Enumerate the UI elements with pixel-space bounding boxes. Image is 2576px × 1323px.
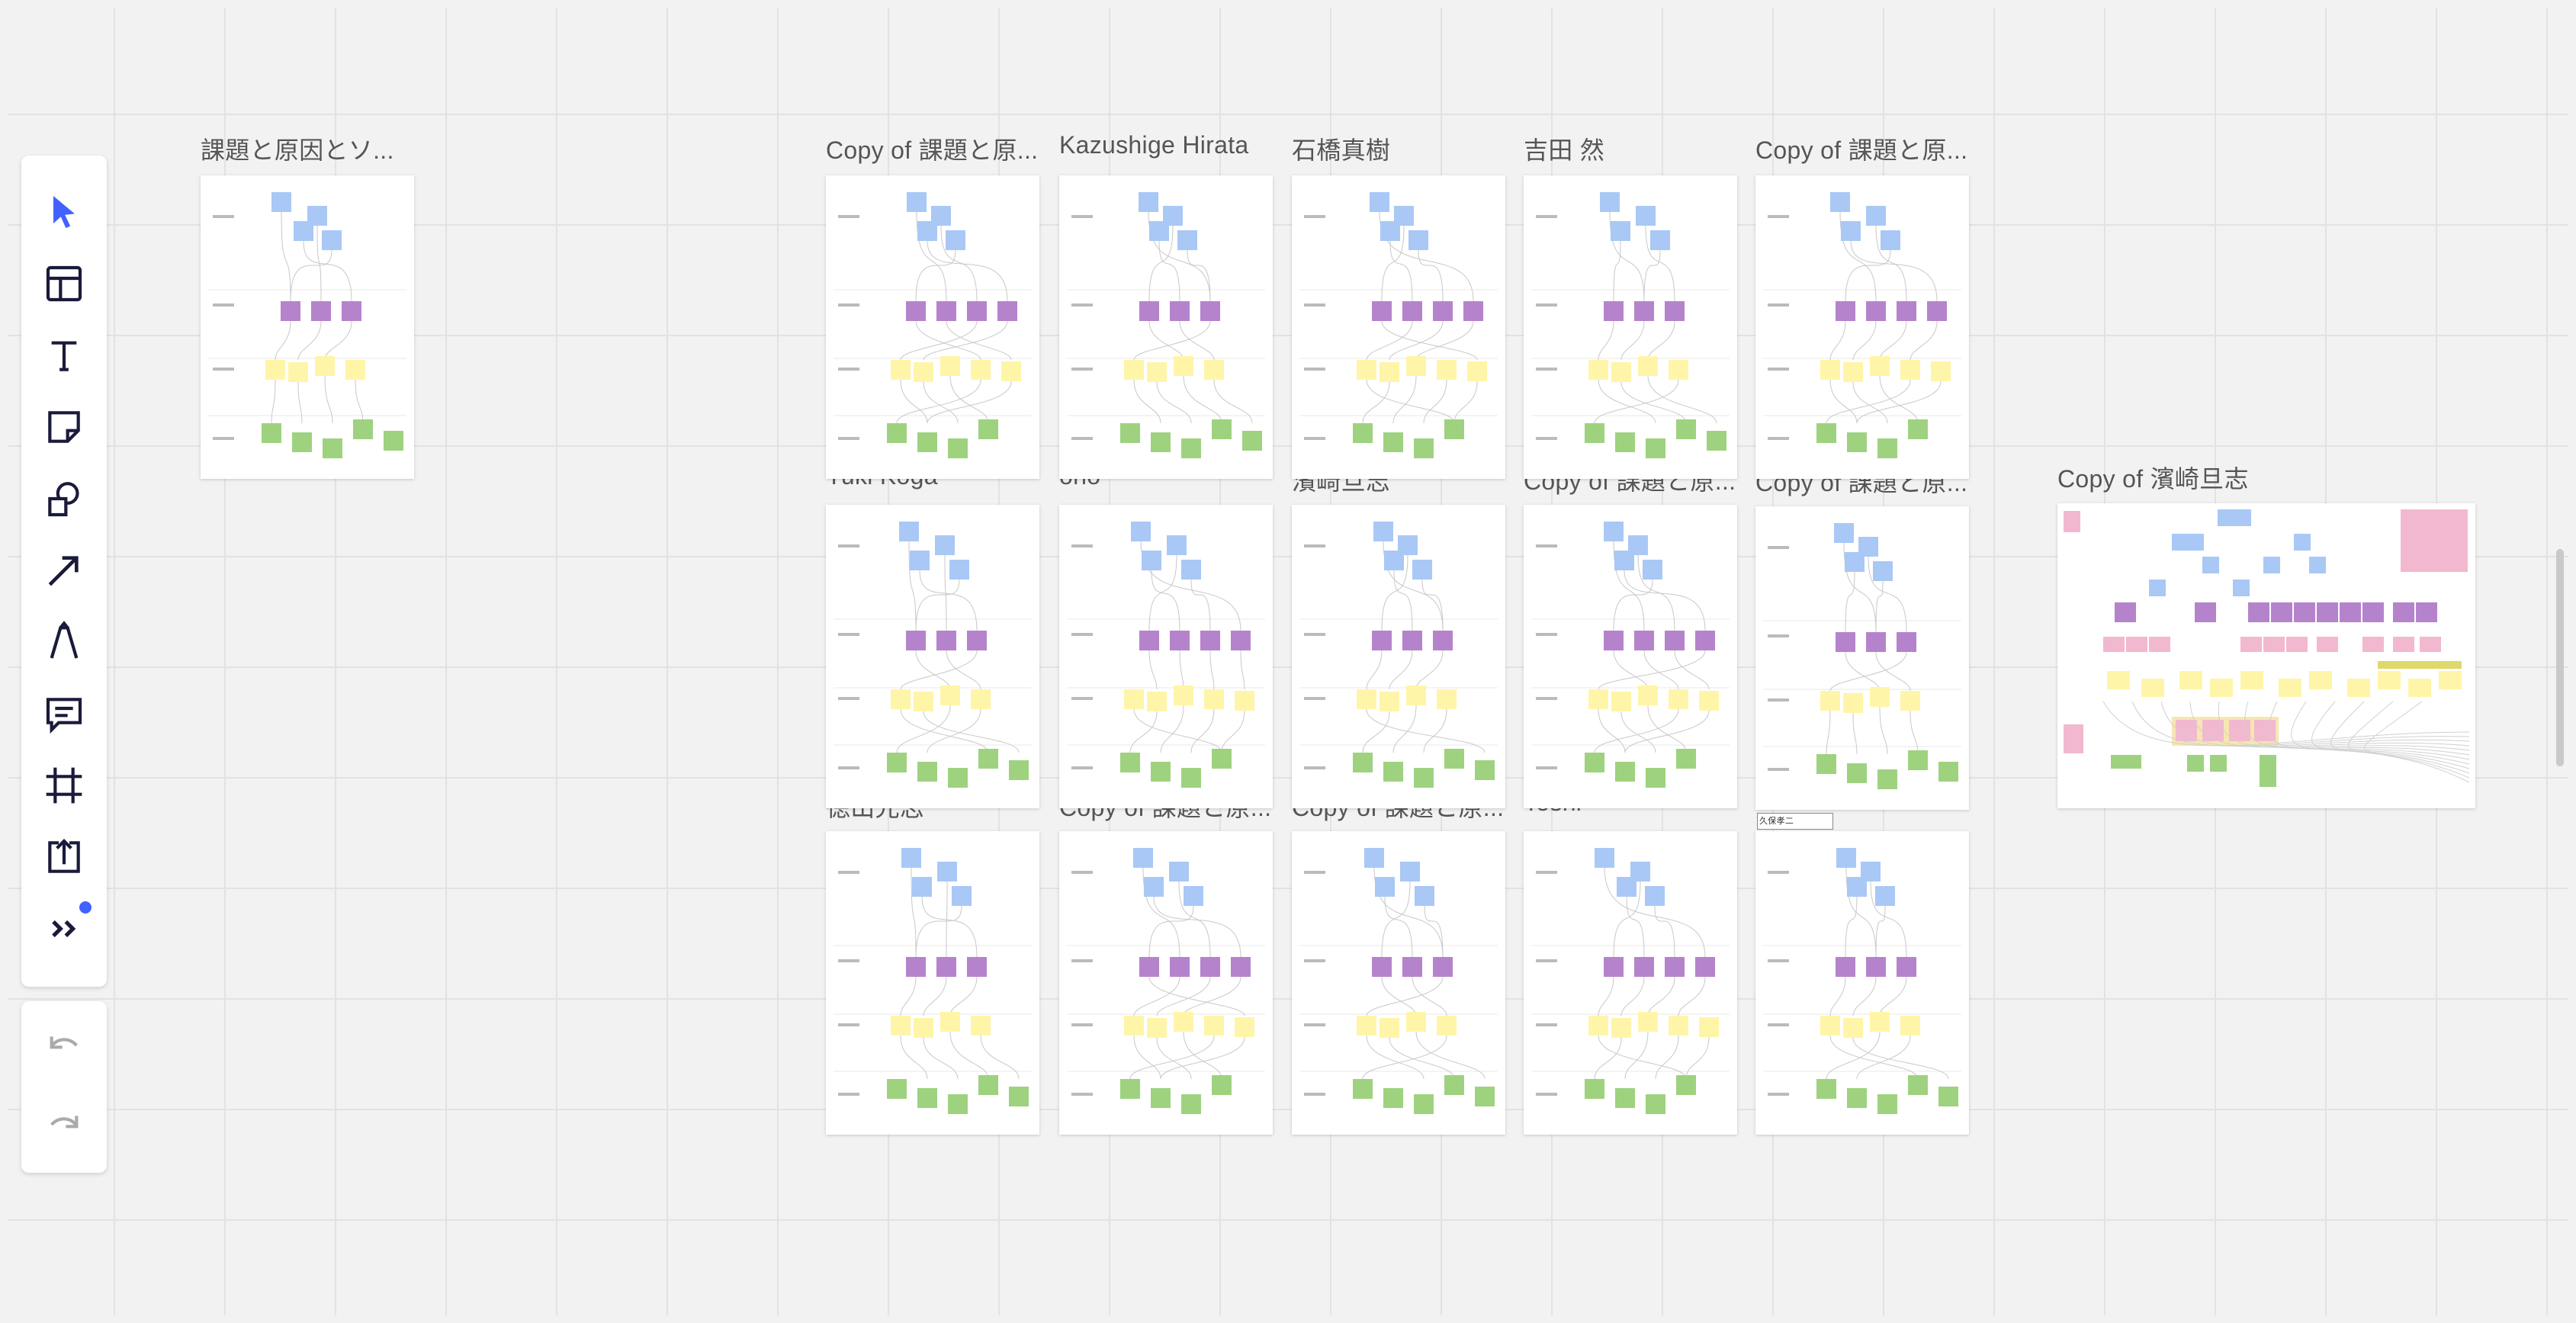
templates-tool[interactable] xyxy=(38,258,90,310)
frame-diagram xyxy=(834,192,1032,458)
frame-title[interactable]: 課題と原因とソ... xyxy=(201,136,394,164)
frame-diagram xyxy=(1531,848,1730,1114)
sticky-note-tool[interactable] xyxy=(38,401,90,453)
frame-board[interactable] xyxy=(826,175,1039,479)
frame-board[interactable] xyxy=(201,175,414,479)
frame-board[interactable] xyxy=(1059,505,1273,808)
upload-icon xyxy=(48,839,80,873)
frame-diagram xyxy=(1299,848,1498,1114)
frame-diagram xyxy=(1763,192,1961,458)
more-apps-tool[interactable] xyxy=(38,903,90,955)
frame-hash-icon xyxy=(46,767,82,804)
frame-board-wide[interactable] xyxy=(2057,503,2475,808)
undo-icon xyxy=(50,1036,78,1049)
frame-title[interactable]: Copy of 課題と原... xyxy=(826,136,1039,164)
frame-title[interactable]: Copy of 課題と原... xyxy=(1755,136,1968,164)
sticky-note-icon xyxy=(48,411,80,443)
frame-diagram xyxy=(1067,848,1265,1114)
frame-board[interactable] xyxy=(826,505,1039,808)
arrow-line-icon xyxy=(48,556,79,586)
history-toolbar xyxy=(21,1001,107,1173)
frame-board[interactable] xyxy=(1524,831,1737,1135)
redo-button[interactable] xyxy=(38,1099,90,1151)
select-tool[interactable] xyxy=(38,186,90,238)
cursor-arrow-icon xyxy=(53,196,75,228)
pen-tool[interactable] xyxy=(38,616,90,668)
pen-icon xyxy=(50,621,79,659)
frame-diagram xyxy=(834,848,1032,1114)
frame-board[interactable] xyxy=(1292,831,1505,1135)
vertical-scrollbar[interactable] xyxy=(2556,549,2564,766)
text-t-icon xyxy=(51,341,77,371)
frame-title[interactable]: 石橋真樹 xyxy=(1292,136,1391,164)
frame-board[interactable] xyxy=(1755,175,1969,479)
double-chevron-right-icon xyxy=(52,920,76,938)
comment-icon xyxy=(46,698,82,734)
upload-tool[interactable] xyxy=(38,831,90,883)
frame-board[interactable] xyxy=(1292,175,1505,479)
frame-board[interactable] xyxy=(1755,506,1969,810)
frame-board[interactable] xyxy=(1524,505,1737,808)
text-tool[interactable] xyxy=(38,329,90,381)
frame-diagram xyxy=(1299,522,1498,788)
main-toolbar xyxy=(21,156,107,987)
frame-board[interactable] xyxy=(1059,175,1273,479)
frame-diagram xyxy=(1067,522,1265,788)
frame-board[interactable] xyxy=(1292,505,1505,808)
shapes-tool[interactable] xyxy=(38,473,90,525)
frame-title[interactable]: 久保孝二 xyxy=(1757,813,1833,830)
frame-diagram xyxy=(1299,192,1498,458)
frame-diagram xyxy=(208,192,406,458)
frame-title[interactable]: Copy of 濱崎旦志 xyxy=(2057,465,2249,493)
frame-board[interactable] xyxy=(1755,831,1969,1135)
comment-tool[interactable] xyxy=(38,688,90,740)
frame-diagram xyxy=(1067,192,1265,458)
frame-title[interactable]: 吉田 然 xyxy=(1524,136,1605,164)
frame-board[interactable] xyxy=(1059,831,1273,1135)
redo-icon xyxy=(50,1116,79,1129)
frame-diagram xyxy=(1531,192,1730,458)
frame-board[interactable] xyxy=(1524,175,1737,479)
frame-diagram xyxy=(1763,848,1961,1114)
frame-diagram xyxy=(1531,522,1730,788)
connection-line-tool[interactable] xyxy=(38,544,90,596)
undo-button[interactable] xyxy=(38,1020,90,1071)
frame-title[interactable]: Kazushige Hirata xyxy=(1059,131,1249,159)
shapes-icon xyxy=(48,482,79,517)
frame-diagram xyxy=(1763,523,1961,789)
frame-diagram xyxy=(834,522,1032,788)
frame-tool[interactable] xyxy=(38,759,90,811)
notification-dot xyxy=(79,901,92,914)
frame-diagram xyxy=(2064,509,2470,787)
layout-template-icon xyxy=(46,265,82,302)
frame-board[interactable] xyxy=(826,831,1039,1135)
